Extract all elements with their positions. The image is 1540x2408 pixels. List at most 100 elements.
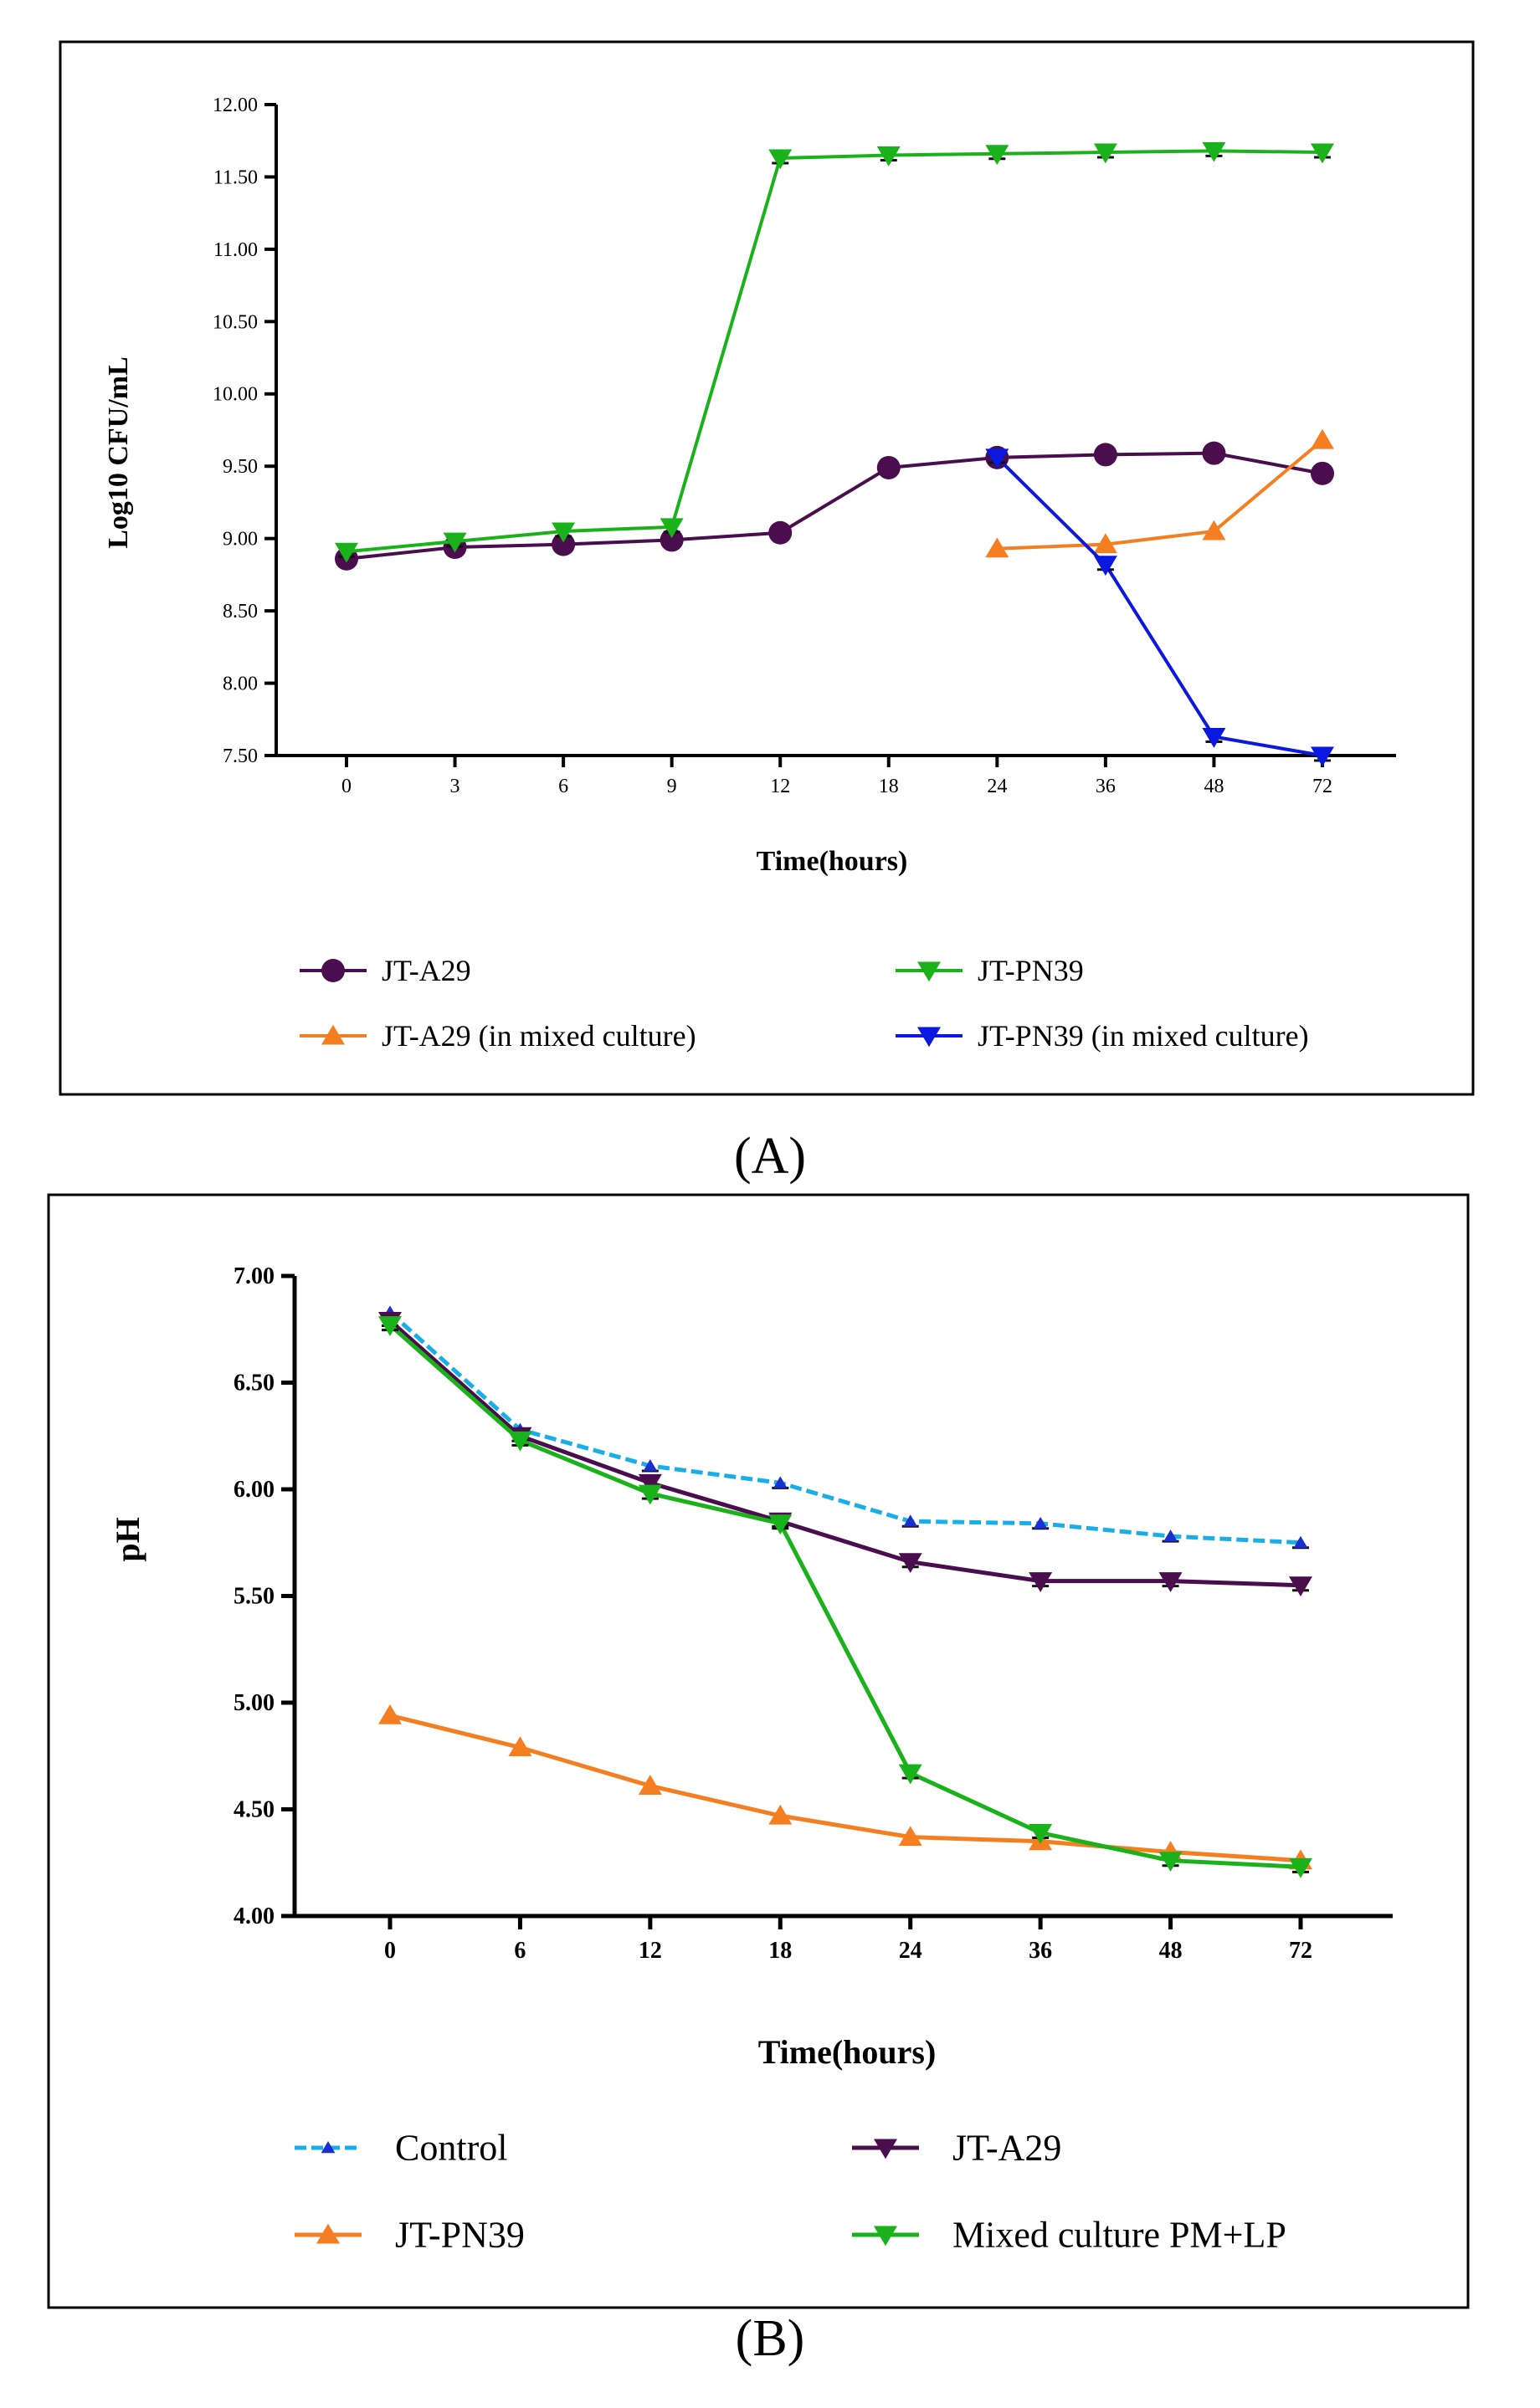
- data-point: [378, 1316, 402, 1336]
- data-point: [552, 522, 576, 543]
- data-point: [1202, 441, 1226, 465]
- x-tick-label: 6: [514, 1938, 526, 1964]
- legend-item: Control: [295, 2128, 507, 2169]
- data-point: [1311, 143, 1334, 164]
- y-tick-label: 4.50: [234, 1797, 275, 1823]
- data-point: [335, 542, 358, 563]
- x-tick-label: 24: [987, 776, 1007, 797]
- data-point: [1093, 443, 1117, 467]
- legend-label: JT-PN39 (in mixed culture): [978, 1019, 1309, 1053]
- data-point: [643, 1458, 658, 1472]
- legend-label: JT-A29: [382, 954, 471, 987]
- y-axis-label: pH: [109, 1517, 146, 1561]
- y-tick-label: 9.50: [223, 456, 258, 478]
- panel-label-b: (B): [736, 2310, 805, 2367]
- data-point: [1029, 1824, 1053, 1844]
- y-tick-label: 8.00: [223, 673, 258, 694]
- data-point: [898, 1553, 922, 1573]
- data-point: [443, 532, 467, 553]
- y-axis-label: Log10 CFU/mL: [103, 356, 134, 549]
- x-tick-label: 36: [1029, 1938, 1052, 1964]
- series-control: [382, 1305, 1309, 1550]
- y-tick-label: 8.50: [223, 601, 258, 622]
- data-point: [1163, 1529, 1178, 1542]
- series-jt-pn39-in-mixed-culture: [985, 448, 1334, 767]
- x-tick-label: 12: [639, 1938, 662, 1964]
- y-tick-label: 9.00: [223, 529, 258, 551]
- y-tick-label: 12.00: [213, 95, 258, 116]
- x-tick-label: 0: [341, 776, 352, 797]
- series-jt-pn39: [378, 1704, 1312, 1870]
- data-point: [898, 1764, 922, 1785]
- y-tick-label: 7.50: [223, 745, 258, 767]
- data-point: [768, 1514, 793, 1535]
- data-point: [1311, 746, 1334, 767]
- x-tick-label: 6: [558, 776, 568, 797]
- y-tick-label: 5.00: [234, 1690, 275, 1716]
- legend-marker: [874, 2139, 897, 2160]
- data-point: [1289, 1857, 1312, 1878]
- data-point: [1093, 556, 1117, 576]
- series-jt-a29: [335, 441, 1334, 571]
- x-tick-label: 24: [899, 1938, 922, 1964]
- x-axis-label: Time(hours): [758, 2033, 937, 2071]
- data-point: [1202, 520, 1226, 541]
- data-point: [508, 1736, 532, 1757]
- data-point: [1093, 143, 1117, 164]
- series-line: [389, 1713, 1301, 1863]
- x-tick-label: 72: [1312, 776, 1332, 797]
- data-point: [1093, 533, 1117, 554]
- data-point: [1202, 728, 1226, 748]
- data-point: [768, 1804, 793, 1825]
- legend: JT-A29 JT-PN39 JT-A29 (in mixed culture) JT…: [300, 954, 1309, 1053]
- data-point: [508, 1431, 532, 1452]
- series-line: [388, 1310, 1301, 1545]
- data-point: [1293, 1535, 1308, 1549]
- x-tick-label: 0: [384, 1938, 396, 1964]
- data-point: [876, 146, 901, 167]
- series-line: [388, 1323, 1301, 1869]
- x-tick-label: 3: [450, 776, 460, 797]
- data-point: [773, 1476, 788, 1488]
- data-point: [1033, 1516, 1048, 1529]
- data-point: [1158, 1572, 1183, 1592]
- data-point: [768, 149, 793, 170]
- series-jt-pn39: [335, 141, 1334, 563]
- panel-b-frame: [47, 1193, 1470, 2309]
- legend-label: JT-PN39: [978, 954, 1084, 987]
- legend-item: JT-A29 (in mixed culture): [300, 1019, 696, 1053]
- y-tick-label: 10.00: [213, 384, 258, 406]
- x-tick-label: 9: [667, 776, 677, 797]
- data-point: [985, 537, 1009, 558]
- data-point: [378, 1704, 402, 1724]
- legend-marker: [917, 1027, 941, 1048]
- data-point: [1311, 461, 1334, 485]
- x-tick-label: 36: [1096, 776, 1116, 797]
- legend-item: Mixed culture PM+LP: [852, 2215, 1286, 2256]
- legend-item: JT-PN39 (in mixed culture): [896, 1019, 1309, 1053]
- y-tick-label: 6.50: [234, 1371, 275, 1396]
- x-axis-label: Time(hours): [757, 846, 908, 877]
- x-tick-label: 12: [770, 776, 790, 797]
- panel-a: Log10 CFU/mL Time(hours) JT-A29 JT-PN39JT…: [59, 40, 1475, 1096]
- legend-label: JT-A29: [952, 2128, 1061, 2169]
- legend-marker: [321, 959, 345, 982]
- data-point: [903, 1514, 918, 1527]
- legend-marker: [316, 2223, 340, 2244]
- y-tick-label: 5.50: [234, 1584, 275, 1610]
- x-tick-label: 18: [768, 1938, 792, 1964]
- data-point: [638, 1484, 662, 1505]
- data-point: [985, 145, 1009, 166]
- x-tick-label: 18: [879, 776, 899, 797]
- x-tick-label: 48: [1159, 1938, 1183, 1964]
- legend-marker: [321, 2141, 336, 2154]
- legend: Control JT-A29 JT-PN39 Mixed culture PM+LP: [295, 2128, 1286, 2256]
- legend-marker: [874, 2226, 897, 2247]
- legend-marker: [321, 1024, 345, 1045]
- legend-label: Control: [395, 2128, 507, 2169]
- y-tick-label: 11.00: [213, 239, 258, 261]
- legend-label: JT-A29 (in mixed culture): [382, 1019, 696, 1053]
- data-point: [638, 1473, 662, 1494]
- series-jt-a29-in-mixed-culture: [985, 428, 1334, 558]
